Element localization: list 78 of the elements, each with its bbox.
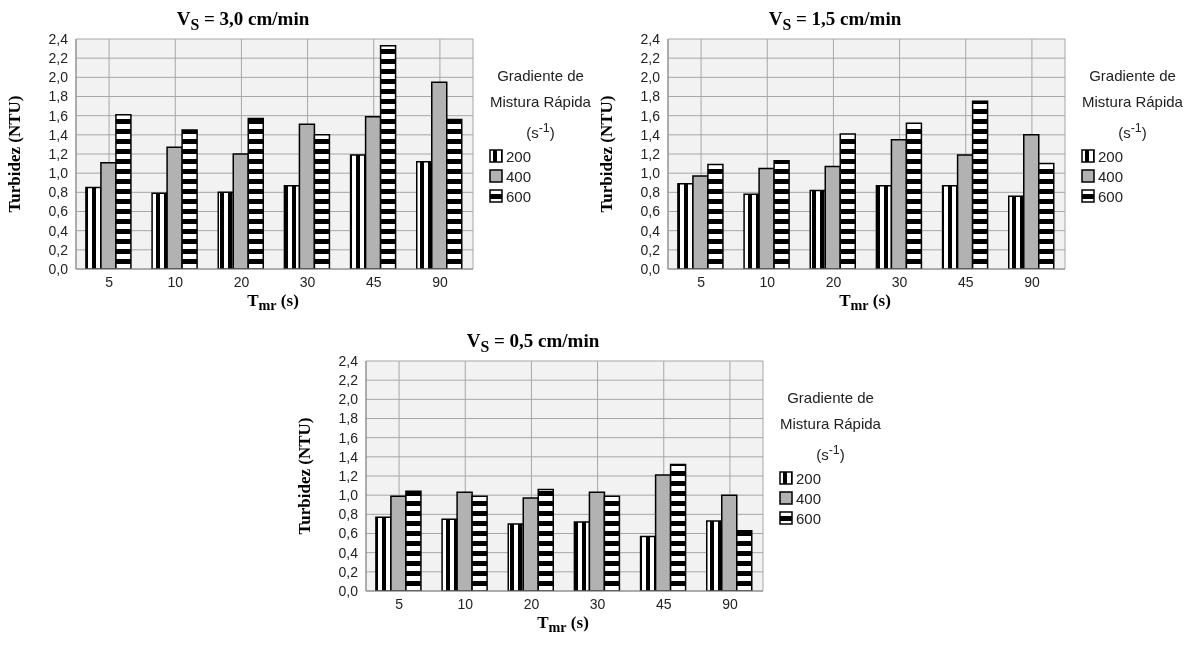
y-tick-label: 2,0 bbox=[48, 69, 69, 86]
y-tick-label: 1,2 bbox=[338, 467, 359, 484]
y-tick-label: 0,8 bbox=[338, 506, 359, 523]
legend-title: Gradiente de Mistura Rápida (s$^{-1}$) bbox=[779, 388, 882, 465]
x-tick-label: 5 bbox=[697, 273, 706, 290]
x-tick-label: 90 bbox=[1024, 273, 1040, 290]
y-tick-label: 0,2 bbox=[338, 563, 359, 580]
y-tick-label: 2,4 bbox=[48, 30, 69, 47]
x-tick-label: 5 bbox=[105, 273, 114, 290]
y-tick-label: 1,6 bbox=[338, 429, 359, 446]
y-tick-label: 0,2 bbox=[48, 241, 69, 258]
y-tick-label: 0,8 bbox=[640, 184, 661, 201]
y-tick-label: 2,0 bbox=[338, 391, 359, 408]
y-tick-label: 1,8 bbox=[640, 88, 661, 105]
y-tick-label: 1,0 bbox=[640, 165, 661, 182]
y-tick-label: 0,4 bbox=[640, 222, 661, 239]
y-tick-label: 0,6 bbox=[640, 203, 661, 220]
y-tick-label: 2,4 bbox=[338, 352, 359, 369]
legend-label: 600 bbox=[506, 187, 532, 205]
y-tick-label: 0,0 bbox=[640, 260, 661, 277]
y-tick-label: 0,6 bbox=[338, 525, 359, 542]
y-tick-label: 1,0 bbox=[48, 165, 69, 182]
x-tick-label: 45 bbox=[365, 273, 382, 290]
y-tick-label: 2,2 bbox=[338, 372, 359, 389]
y-tick-label: 1,0 bbox=[338, 487, 359, 504]
x-tick-label: 90 bbox=[432, 273, 448, 290]
y-tick-label: 2,2 bbox=[48, 50, 69, 67]
legend-label: 400 bbox=[506, 167, 532, 185]
x-tick-label: 90 bbox=[722, 595, 738, 612]
y-tick-label: 2,0 bbox=[640, 69, 661, 86]
y-tick-label: 1,4 bbox=[48, 126, 69, 143]
x-tick-label: 30 bbox=[891, 273, 908, 290]
y-tick-label: 0,4 bbox=[48, 222, 69, 239]
y-tick-label: 0,6 bbox=[48, 203, 69, 220]
y-tick-label: 0,0 bbox=[338, 582, 359, 599]
y-tick-label: 0,2 bbox=[640, 241, 661, 258]
y-tick-label: 1,2 bbox=[640, 145, 661, 162]
x-tick-label: 10 bbox=[457, 595, 474, 612]
legend-label: 200 bbox=[506, 147, 532, 165]
x-tick-label: 20 bbox=[233, 273, 250, 290]
x-axis-title: T$_{mr}$ (s) bbox=[246, 291, 300, 315]
y-tick-label: 1,8 bbox=[338, 410, 359, 427]
y-tick-label: 2,2 bbox=[640, 50, 661, 67]
chart-title: V$_{S}$ = 0,5 cm/min bbox=[466, 330, 600, 355]
y-axis-title: Turbidez (NTU) bbox=[5, 95, 25, 213]
legend-title: Gradiente de Mistura Rápida (s$^{-1}$) bbox=[489, 66, 592, 143]
y-tick-label: 0,8 bbox=[48, 184, 69, 201]
legend-label: 200 bbox=[1098, 147, 1124, 165]
x-tick-label: 45 bbox=[957, 273, 974, 290]
x-tick-label: 20 bbox=[825, 273, 842, 290]
x-axis-title: T$_{mr}$ (s) bbox=[536, 613, 590, 637]
y-tick-label: 1,4 bbox=[640, 126, 661, 143]
legend-label: 200 bbox=[796, 469, 822, 487]
y-axis-title: Turbidez (NTU) bbox=[295, 417, 315, 535]
x-tick-label: 45 bbox=[655, 595, 672, 612]
chart-title: V$_{S}$ = 1,5 cm/min bbox=[768, 8, 902, 33]
chart-title: V$_{S}$ = 3,0 cm/min bbox=[176, 8, 310, 33]
x-axis-title: T$_{mr}$ (s) bbox=[838, 291, 892, 315]
x-tick-label: 10 bbox=[167, 273, 184, 290]
x-tick-label: 5 bbox=[395, 595, 404, 612]
y-tick-label: 1,2 bbox=[48, 145, 69, 162]
y-tick-label: 1,4 bbox=[338, 448, 359, 465]
x-tick-label: 30 bbox=[589, 595, 606, 612]
x-tick-label: 30 bbox=[299, 273, 316, 290]
legend-label: 400 bbox=[1098, 167, 1124, 185]
y-axis-title: Turbidez (NTU) bbox=[597, 95, 617, 213]
x-tick-label: 10 bbox=[759, 273, 776, 290]
y-tick-label: 0,0 bbox=[48, 260, 69, 277]
y-tick-label: 1,6 bbox=[48, 107, 69, 124]
legend-title: Gradiente de Mistura Rápida (s$^{-1}$) bbox=[1081, 66, 1184, 143]
y-tick-label: 2,4 bbox=[640, 30, 661, 47]
y-tick-label: 1,8 bbox=[48, 88, 69, 105]
y-tick-label: 1,6 bbox=[640, 107, 661, 124]
legend-label: 600 bbox=[1098, 187, 1124, 205]
x-tick-label: 20 bbox=[523, 595, 540, 612]
legend-label: 600 bbox=[796, 509, 822, 527]
legend-label: 400 bbox=[796, 489, 822, 507]
y-tick-label: 0,4 bbox=[338, 544, 359, 561]
